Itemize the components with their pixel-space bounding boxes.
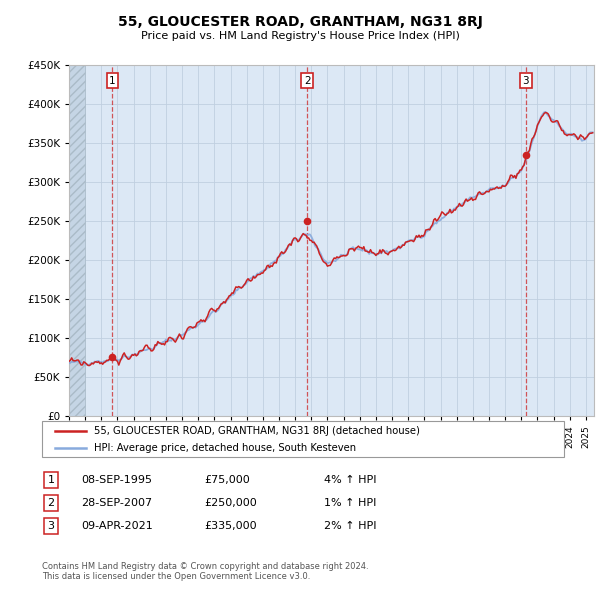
Text: 55, GLOUCESTER ROAD, GRANTHAM, NG31 8RJ: 55, GLOUCESTER ROAD, GRANTHAM, NG31 8RJ [118, 15, 482, 29]
Text: 3: 3 [523, 76, 529, 86]
Text: 1: 1 [47, 475, 55, 484]
Text: 1% ↑ HPI: 1% ↑ HPI [324, 498, 376, 507]
Text: Contains HM Land Registry data © Crown copyright and database right 2024.: Contains HM Land Registry data © Crown c… [42, 562, 368, 571]
Text: HPI: Average price, detached house, South Kesteven: HPI: Average price, detached house, Sout… [94, 443, 356, 453]
Bar [69, 65, 85, 416]
Text: 09-APR-2021: 09-APR-2021 [81, 522, 153, 531]
Text: £75,000: £75,000 [204, 475, 250, 484]
Text: 3: 3 [47, 522, 55, 531]
Text: 2: 2 [304, 76, 310, 86]
Text: 2% ↑ HPI: 2% ↑ HPI [324, 522, 377, 531]
Text: 28-SEP-2007: 28-SEP-2007 [81, 498, 152, 507]
Text: 4% ↑ HPI: 4% ↑ HPI [324, 475, 377, 484]
Text: 08-SEP-1995: 08-SEP-1995 [81, 475, 152, 484]
Text: 55, GLOUCESTER ROAD, GRANTHAM, NG31 8RJ (detached house): 55, GLOUCESTER ROAD, GRANTHAM, NG31 8RJ … [94, 427, 420, 436]
Text: This data is licensed under the Open Government Licence v3.0.: This data is licensed under the Open Gov… [42, 572, 310, 581]
Bar [69, 65, 85, 416]
FancyBboxPatch shape [42, 421, 564, 457]
Text: Price paid vs. HM Land Registry's House Price Index (HPI): Price paid vs. HM Land Registry's House … [140, 31, 460, 41]
Text: 1: 1 [109, 76, 116, 86]
Text: 2: 2 [47, 498, 55, 507]
Text: £335,000: £335,000 [204, 522, 257, 531]
Text: £250,000: £250,000 [204, 498, 257, 507]
